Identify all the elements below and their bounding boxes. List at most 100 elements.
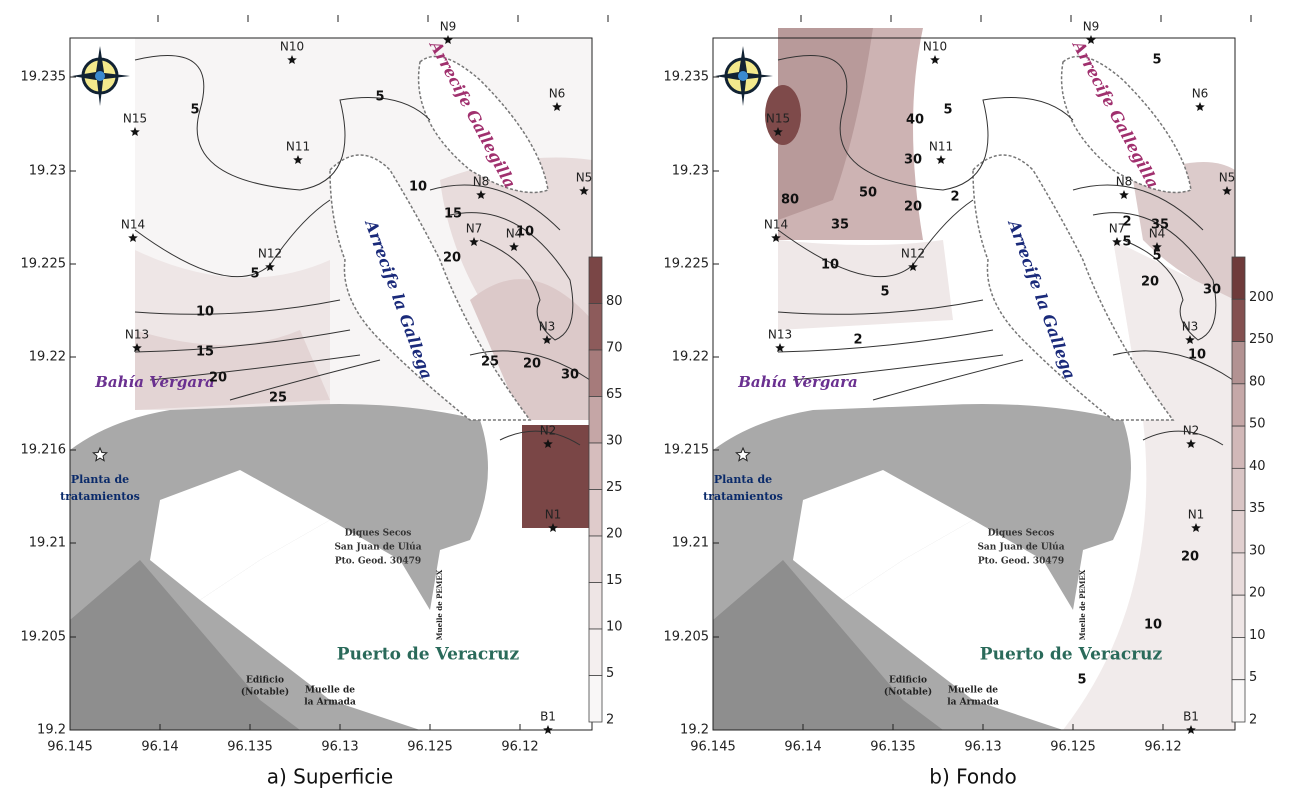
x-tick-label: 96.125 (1050, 740, 1096, 755)
contour-label: 5 (1077, 673, 1086, 688)
legend-swatch (589, 304, 602, 351)
x-tick-label: 96.12 (1144, 740, 1181, 755)
contour-label: 10 (516, 225, 534, 240)
legend-swatch (1232, 342, 1245, 384)
contour-fill (778, 240, 953, 330)
place-label: San Juan de Ulúa (977, 542, 1064, 553)
station-label: N8 (1116, 175, 1133, 189)
legend-swatch (1232, 468, 1245, 510)
legend-swatch (589, 583, 602, 630)
y-tick-label: 19.205 (21, 630, 67, 645)
legend-swatch (1232, 257, 1245, 299)
legend-label: 5 (1249, 670, 1257, 685)
place-label: Muelle de (948, 686, 998, 696)
station-label: N6 (1192, 87, 1209, 101)
legend-swatch (589, 629, 602, 676)
legend-label: 200 (1249, 290, 1274, 305)
x-tick-label: 96.145 (47, 740, 93, 755)
contour-label: 50 (859, 186, 877, 201)
legend-label: 250 (1249, 332, 1274, 347)
y-tick-label: 19.225 (21, 257, 67, 272)
legend-label: 30 (1249, 543, 1266, 558)
legend-label: 70 (606, 341, 623, 356)
station-label: N11 (286, 140, 310, 154)
x-tick-label: 96.12 (501, 740, 538, 755)
station-label: N7 (466, 222, 483, 236)
x-tick-label: 96.125 (407, 740, 453, 755)
contour-label: 20 (1181, 550, 1199, 565)
contour-label: 5 (1152, 53, 1161, 68)
contour-label: 40 (906, 113, 924, 128)
station-label: N2 (540, 424, 557, 438)
station-label: N12 (258, 247, 282, 261)
contour-label: 35 (1151, 218, 1169, 233)
place-label: Edificio (889, 676, 927, 686)
legend-swatch (1232, 637, 1245, 679)
station-label: N14 (764, 218, 788, 232)
legend-swatch (589, 490, 602, 537)
panel-caption: a) Superficie (267, 765, 393, 789)
legend-label: 65 (606, 387, 623, 402)
station-label: N11 (929, 140, 953, 154)
legend-label: 30 (606, 434, 623, 449)
y-tick-label: 19.21 (672, 536, 709, 551)
compass-center (738, 71, 748, 81)
legend-label: 20 (606, 527, 623, 542)
contour-label: 15 (444, 207, 462, 222)
y-tick-label: 19.216 (21, 443, 67, 458)
contour-label: 2 (853, 333, 862, 348)
place-label: Muelle de PEMEX (435, 569, 444, 640)
station-label: N10 (923, 40, 947, 54)
x-tick-label: 96.14 (141, 740, 178, 755)
y-tick-label: 19.2 (680, 723, 709, 738)
legend-swatch (589, 676, 602, 723)
place-label: Planta de (71, 473, 129, 486)
station-label: N2 (1183, 424, 1200, 438)
contour-label: 2 (1122, 215, 1131, 230)
place-label: la Armada (304, 698, 356, 708)
station-label: N9 (1083, 20, 1100, 34)
legend-swatch (1232, 511, 1245, 553)
legend-swatch (1232, 426, 1245, 468)
place-label: tratamientos (60, 490, 140, 503)
contour-label: 30 (561, 368, 579, 383)
y-tick-label: 19.235 (664, 70, 710, 85)
contour-label: 15 (196, 345, 214, 360)
legend-label: 20 (1249, 586, 1266, 601)
contour-label: 5 (880, 285, 889, 300)
contour-label: 20 (523, 357, 541, 372)
contour-label: 5 (943, 103, 952, 118)
legend-swatch (589, 257, 602, 304)
contour-label: 5 (375, 90, 384, 105)
contour-label: 20 (443, 251, 461, 266)
y-tick-label: 19.2 (37, 723, 66, 738)
contour-label: 20 (1141, 275, 1159, 290)
contour-label: 80 (781, 193, 799, 208)
legend-label: 40 (1249, 459, 1266, 474)
contour-label: 20 (209, 371, 227, 386)
x-tick-label: 96.135 (870, 740, 916, 755)
figure: 19.23519.2319.22519.2219.21619.2119.2051… (0, 0, 1302, 796)
legend-label: 15 (606, 573, 623, 588)
place-label: Bahía Vergara (94, 373, 214, 391)
place-label: Planta de (714, 473, 772, 486)
station-label: N1 (1188, 508, 1205, 522)
contour-label: 5 (250, 267, 259, 282)
contour-label: 20 (904, 200, 922, 215)
map-panel: 19.23519.2319.22519.2219.21519.2119.2051… (664, 15, 1274, 789)
legend-label: 2 (606, 713, 614, 728)
legend-swatch (1232, 299, 1245, 341)
station-label: N9 (440, 20, 457, 34)
station-label: N10 (280, 40, 304, 54)
x-tick-label: 96.13 (321, 740, 358, 755)
place-label: Pto. Geod. 30479 (978, 557, 1064, 567)
contour-label: 25 (481, 355, 499, 370)
x-tick-label: 96.13 (964, 740, 1001, 755)
y-tick-label: 19.23 (672, 164, 709, 179)
legend-swatch (1232, 553, 1245, 595)
place-label: la Armada (947, 698, 999, 708)
contour-label: 10 (1144, 618, 1162, 633)
contour-label: 5 (190, 103, 199, 118)
legend-label: 2 (1249, 713, 1257, 728)
station-label: N5 (576, 171, 593, 185)
